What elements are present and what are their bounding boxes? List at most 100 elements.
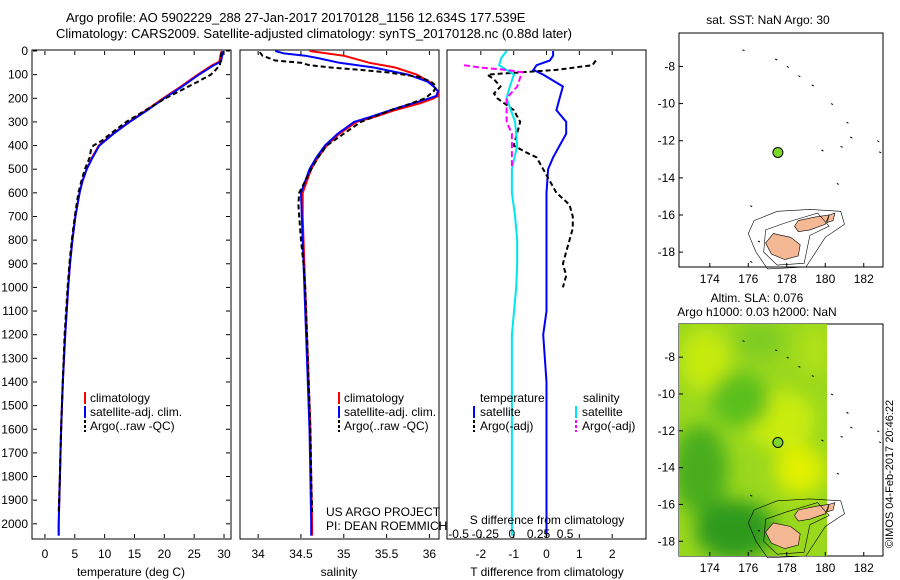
depth-tick-label: 1900 bbox=[1, 493, 28, 507]
legend-sat-label: satellite-adj. clim. bbox=[344, 405, 436, 419]
islet bbox=[775, 58, 778, 61]
islet bbox=[877, 140, 880, 143]
depth-tick-label: 300 bbox=[8, 115, 28, 129]
legend-argo-label: Argo(..raw -QC) bbox=[344, 419, 429, 433]
islet bbox=[840, 145, 843, 148]
x-tick-label: 34.5 bbox=[289, 547, 313, 561]
difference-s-ticks: -0.5 -0.25 0 0.25 0.5 bbox=[448, 527, 573, 541]
x-tick-label: 30 bbox=[217, 547, 231, 561]
sla-field bbox=[679, 324, 827, 556]
s-tick-label: -0.5 bbox=[448, 527, 469, 541]
map-y-tick-label: -10 bbox=[658, 97, 676, 111]
map-x-tick-label: 180 bbox=[815, 561, 835, 575]
map-x-tick-label: 176 bbox=[738, 561, 758, 575]
depth-tick-label: 1300 bbox=[1, 351, 28, 365]
sla-map-title1: Altim. SLA: 0.076 bbox=[711, 291, 804, 305]
t-diff-xlabel: T difference from climatology bbox=[470, 565, 624, 579]
islet bbox=[850, 136, 853, 139]
sla-blob bbox=[710, 372, 770, 428]
depth-tick-label: 1800 bbox=[1, 470, 28, 484]
temperature-panel: 0 5 10 15 20 25 30 010020030040050060070080090… bbox=[1, 44, 645, 579]
credit-project: US ARGO PROJECT bbox=[326, 505, 441, 519]
x-tick-label: 34 bbox=[251, 547, 265, 561]
islet bbox=[830, 393, 834, 396]
islet bbox=[878, 151, 882, 154]
islet bbox=[840, 435, 843, 438]
difference-panel: -2 -1 0 1 2 -0.5 -0.25 0 0.25 0.5 S difference f… bbox=[446, 49, 647, 579]
x-tick-label: 1 bbox=[576, 547, 583, 561]
salinity-panel: 34 34.5 35 35.5 36 salinity climatology sate… bbox=[239, 49, 447, 579]
difference-legend: temperature salinity satellite Argo(-adj… bbox=[473, 391, 635, 433]
salinity-xlabel: salinity bbox=[321, 565, 358, 579]
temperature-lines bbox=[57, 50, 225, 536]
sla-blob bbox=[680, 328, 730, 392]
series-line bbox=[57, 52, 223, 513]
salinity-legend: climatology satellite-adj. clim. Argo(..… bbox=[338, 391, 436, 433]
sst-map-title: sat. SST: NaN Argo: 30 bbox=[706, 13, 830, 27]
temperature-x-ticks: 0 5 10 15 20 25 30 bbox=[42, 51, 231, 561]
island-viti-levu bbox=[765, 522, 801, 549]
sla-map-title2: Argo h1000: 0.03 h2000: NaN bbox=[677, 305, 836, 319]
islet bbox=[786, 65, 789, 68]
difference-lines bbox=[463, 50, 597, 536]
x-tick-label: 10 bbox=[98, 547, 112, 561]
depth-tick-label: 1200 bbox=[1, 328, 28, 342]
map-x-tick-label: 182 bbox=[854, 561, 874, 575]
map-x-tick-label: 182 bbox=[854, 272, 874, 286]
sla-blob bbox=[735, 324, 785, 360]
islet bbox=[821, 439, 824, 442]
map-x-tick-label: 180 bbox=[815, 272, 835, 286]
depth-tick-label: 700 bbox=[8, 209, 28, 223]
x-tick-label: 35.5 bbox=[375, 547, 399, 561]
series-line bbox=[531, 51, 568, 536]
x-tick-label: 25 bbox=[188, 547, 202, 561]
depth-tick-label: 200 bbox=[8, 91, 28, 105]
map-y-tick-label: -10 bbox=[658, 387, 676, 401]
s-tick-label: -0.25 bbox=[472, 527, 500, 541]
map-y-tick-label: -14 bbox=[658, 461, 676, 475]
float-position-marker bbox=[772, 436, 784, 448]
reef-contour bbox=[747, 209, 845, 270]
islet bbox=[742, 340, 745, 343]
legend-temp-sat-label: satellite bbox=[480, 405, 521, 419]
salinity-axes bbox=[239, 49, 440, 540]
islet bbox=[821, 149, 824, 152]
depth-tick-label: 800 bbox=[8, 233, 28, 247]
depth-tick-label: 1600 bbox=[1, 422, 28, 436]
depth-ticks: 0 100 200 300 400 500 600 700 800 900 1000 1100 1200… bbox=[1, 44, 645, 531]
legend-sat-label: satellite-adj. clim. bbox=[90, 405, 182, 419]
sla-map-ticks: 174 176 178 180 182 -8 -10 -12 -14 -16 -18 bbox=[658, 350, 874, 575]
sla-blob bbox=[800, 325, 827, 375]
s-tick-label: 0.25 bbox=[527, 527, 551, 541]
salinity-lines bbox=[258, 50, 440, 536]
islet bbox=[775, 349, 778, 352]
depth-tick-label: 500 bbox=[8, 162, 28, 176]
islet bbox=[757, 240, 761, 243]
reef-contour bbox=[763, 502, 830, 555]
depth-tick-label: 0 bbox=[21, 44, 28, 58]
legend-argo-label: Argo(..raw -QC) bbox=[90, 419, 175, 433]
islet bbox=[749, 205, 753, 208]
islet bbox=[878, 441, 882, 444]
depth-tick-label: 1500 bbox=[1, 399, 28, 413]
legend-clim-label: climatology bbox=[90, 391, 150, 405]
islet bbox=[749, 260, 753, 263]
reef-contour bbox=[763, 212, 830, 266]
islet bbox=[749, 550, 753, 552]
islet bbox=[846, 411, 849, 414]
x-tick-label: 2 bbox=[609, 547, 616, 561]
legend-salt-title: salinity bbox=[583, 391, 620, 405]
islet bbox=[798, 365, 801, 368]
depth-tick-label: 1400 bbox=[1, 375, 28, 389]
map-y-tick-label: -18 bbox=[658, 245, 676, 259]
credit-pi: PI: DEAN ROEMMICH bbox=[326, 519, 447, 533]
islet bbox=[836, 182, 840, 185]
series-line bbox=[484, 59, 597, 288]
islet bbox=[798, 75, 801, 78]
map-x-tick-label: 178 bbox=[777, 272, 797, 286]
legend-salt-argo-label: Argo(-adj) bbox=[582, 419, 635, 433]
x-tick-label: -2 bbox=[475, 547, 486, 561]
depth-tick-label: 1000 bbox=[1, 280, 28, 294]
legend-temp-argo-label: Argo(-adj) bbox=[480, 419, 533, 433]
series-line bbox=[463, 64, 524, 170]
